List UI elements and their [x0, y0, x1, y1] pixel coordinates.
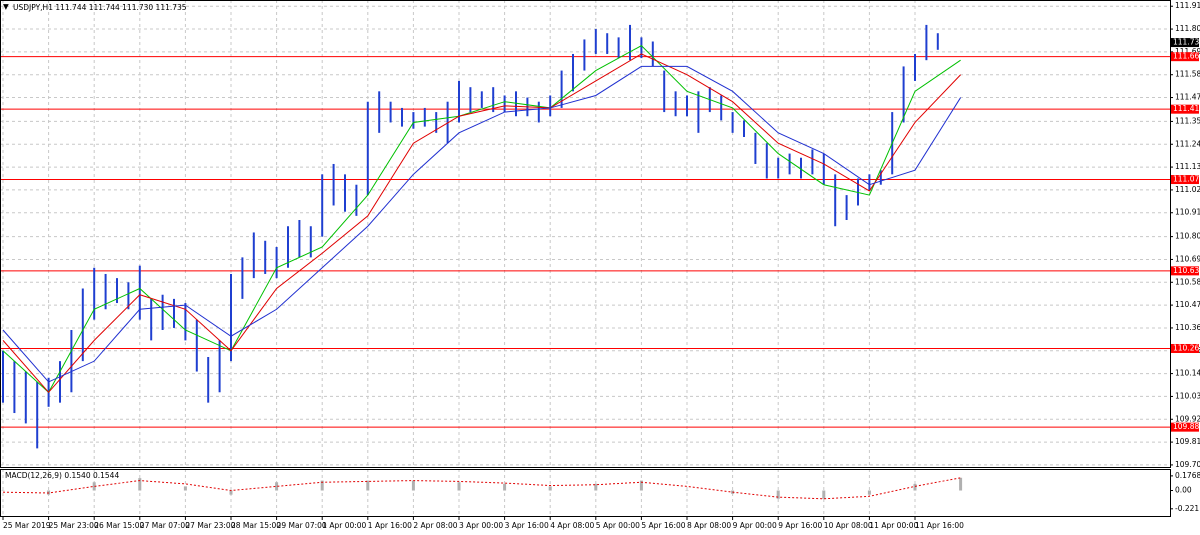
x-tick-label: 9 Apr 00:00: [733, 521, 777, 530]
y-tick-label: 111.355: [1175, 116, 1200, 125]
y-tick-label: 111.690: [1175, 47, 1200, 56]
macd-histogram-bar: [320, 480, 324, 491]
y-tick-label: 111.025: [1175, 185, 1200, 194]
level-label-box: [1171, 266, 1199, 276]
y-tick-label: 111.135: [1175, 162, 1200, 171]
x-tick-label: 4 Apr 08:00: [550, 521, 594, 530]
x-tick-label: 10 Apr 08:00: [824, 521, 873, 530]
x-tick-label: 26 Mar 15:00: [94, 521, 144, 530]
macd-signal-line: [2, 477, 961, 500]
macd-histogram-bar: [411, 480, 415, 491]
y-tick-label: 110.140: [1175, 369, 1200, 378]
x-tick-label: 25 Mar 2019: [3, 521, 51, 530]
macd-histogram-bar: [548, 486, 552, 491]
x-tick-label: 25 Mar 23:00: [49, 521, 99, 530]
level-label: 110.261: [1173, 343, 1200, 352]
macd-y-tick-label: 0.00: [1175, 486, 1192, 495]
main-pane-border: [0, 0, 1171, 468]
macd-histogram-bar: [776, 490, 780, 499]
macd-histogram-bar: [229, 490, 233, 495]
x-tick-label: 27 Mar 07:00: [140, 521, 190, 530]
y-tick-label: 109.810: [1175, 437, 1200, 446]
macd-histogram-bar: [913, 483, 917, 491]
macd-y-tick-label: -0.221: [1175, 504, 1199, 513]
level-label-box: [1171, 175, 1199, 185]
level-label-box: [1171, 104, 1199, 114]
y-tick-label: 111.470: [1175, 93, 1200, 102]
level-label-box: [1171, 52, 1199, 62]
chart-title: USDJPY,H1 111.744 111.744 111.730 111.73…: [13, 3, 187, 12]
moving-average: [2, 65, 962, 383]
x-tick-label: 1 Apr 00:00: [322, 521, 366, 530]
current-price-label: 111.735: [1173, 38, 1200, 47]
y-tick-label: 111.800: [1175, 24, 1200, 33]
y-tick-label: 110.800: [1175, 232, 1200, 241]
level-label: 110.635: [1173, 266, 1200, 275]
macd-histogram-bar: [1, 490, 5, 492]
menu-arrow[interactable]: ▼: [3, 2, 9, 11]
x-tick-label: 28 Mar 15:00: [231, 521, 281, 530]
macd-histogram-bar: [959, 477, 963, 491]
level-label: 111.075: [1173, 175, 1200, 184]
x-tick-label: 8 Apr 08:00: [687, 521, 731, 530]
y-tick-label: 111.245: [1175, 139, 1200, 148]
x-tick-label: 9 Apr 16:00: [778, 521, 822, 530]
y-tick-label: 111.910: [1175, 1, 1200, 10]
macd-histogram-bar: [822, 490, 826, 499]
macd-histogram-bar: [92, 482, 96, 491]
level-label-box: [1171, 422, 1199, 432]
x-tick-label: 5 Apr 00:00: [596, 521, 640, 530]
y-tick-label: 111.580: [1175, 70, 1200, 79]
current-price-box: [1171, 38, 1199, 48]
moving-average: [2, 45, 961, 394]
x-tick-label: 2 Apr 08:00: [413, 521, 457, 530]
macd-histogram-bar: [366, 480, 370, 491]
x-tick-label: 11 Apr 00:00: [869, 521, 918, 530]
x-tick-label: 11 Apr 16:00: [915, 521, 964, 530]
level-label-box: [1171, 343, 1199, 353]
macd-histogram-bar: [503, 483, 507, 491]
x-tick-label: 3 Apr 00:00: [459, 521, 503, 530]
macd-histogram-bar: [183, 486, 187, 491]
macd-histogram-bar: [867, 490, 871, 495]
macd-histogram-bar: [457, 482, 461, 491]
grid: [0, 0, 1170, 517]
macd-pane-border: [0, 469, 1171, 517]
level-label: 109.882: [1173, 422, 1200, 431]
y-tick-label: 110.915: [1175, 208, 1200, 217]
y-tick-label: 110.360: [1175, 323, 1200, 332]
macd-histogram-bar: [639, 480, 643, 491]
x-tick-label: 5 Apr 16:00: [641, 521, 685, 530]
level-label: 111.414: [1173, 104, 1200, 113]
level-label: 111.667: [1173, 52, 1200, 61]
x-tick-label: 3 Apr 16:00: [505, 521, 549, 530]
macd-histogram-bar: [138, 478, 142, 491]
plot: [0, 24, 1170, 500]
y-tick-label: 110.470: [1175, 300, 1200, 309]
x-tick-label: 29 Mar 07:00: [277, 521, 327, 530]
macd-y-tick-label: 0.1768: [1175, 471, 1200, 480]
y-tick-label: 109.920: [1175, 414, 1200, 423]
y-tick-label: 110.580: [1175, 277, 1200, 286]
x-tick-label: 1 Apr 16:00: [368, 521, 412, 530]
macd-histogram-bar: [275, 482, 279, 491]
y-tick-label: 110.690: [1175, 254, 1200, 263]
moving-average: [2, 53, 961, 394]
macd-label: MACD(12,26,9) 0.1540 0.1544: [5, 471, 119, 480]
macd-histogram-bar: [685, 490, 689, 492]
y-tick-label: 109.700: [1175, 460, 1200, 469]
macd-histogram-bar: [594, 483, 598, 491]
x-tick-label: 27 Mar 23:00: [185, 521, 235, 530]
y-tick-label: 110.030: [1175, 391, 1200, 400]
